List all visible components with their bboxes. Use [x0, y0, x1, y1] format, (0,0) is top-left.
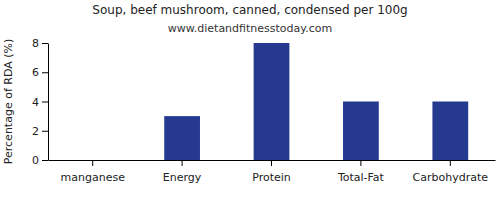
x-tick: Carbohydrate [413, 160, 489, 184]
x-tick: Total-Fat [337, 160, 385, 184]
x-tick-label: Energy [163, 171, 202, 184]
y-tick-label: 6 [32, 66, 39, 79]
bar [432, 102, 468, 161]
y-tick: 2 [32, 125, 48, 138]
y-axis-title: Percentage of RDA (%) [2, 39, 15, 164]
x-axis: manganese Energy Protein Total-Fat Carbohydr… [49, 160, 496, 184]
y-axis-line [48, 44, 49, 161]
bar [164, 116, 200, 160]
y-tick-label: 0 [32, 154, 39, 167]
y-tick: 6 [32, 66, 48, 79]
x-tick-mark [182, 160, 183, 166]
subtitle: www.dietandfitnesstoday.com [168, 22, 332, 35]
x-tick-mark [360, 160, 361, 166]
y-tick-label: 2 [32, 125, 39, 138]
x-tick-mark [92, 160, 93, 166]
plot: 0 2 4 6 8 manganese Energy Protein Total-Fat Carb… [32, 37, 496, 184]
x-tick-label: Carbohydrate [413, 171, 489, 184]
y-tick: 8 [32, 37, 48, 50]
y-tick: 4 [32, 96, 48, 109]
title: Soup, beef mushroom, canned, condensed p… [92, 3, 407, 17]
bar [75, 160, 111, 161]
y-tick-mark [42, 131, 48, 132]
y-tick-mark [42, 43, 48, 44]
y-axis: 0 2 4 6 8 [32, 37, 49, 167]
chart: Soup, beef mushroom, canned, condensed p… [0, 0, 500, 200]
bar [254, 43, 290, 160]
x-tick: Protein [252, 160, 291, 184]
y-tick-mark [42, 160, 48, 161]
x-tick-mark [450, 160, 451, 166]
x-tick-label: manganese [61, 171, 126, 184]
y-tick-mark [42, 72, 48, 73]
bar [343, 102, 379, 161]
x-tick-mark [271, 160, 272, 166]
y-tick-label: 8 [32, 37, 39, 50]
x-tick: Energy [163, 160, 202, 184]
y-tick-label: 4 [32, 96, 39, 109]
x-tick-label: Protein [252, 171, 291, 184]
bars [164, 43, 468, 160]
x-tick-label: Total-Fat [337, 171, 385, 184]
x-tick: manganese [61, 160, 126, 184]
y-tick-mark [42, 102, 48, 103]
y-tick: 0 [32, 154, 48, 167]
